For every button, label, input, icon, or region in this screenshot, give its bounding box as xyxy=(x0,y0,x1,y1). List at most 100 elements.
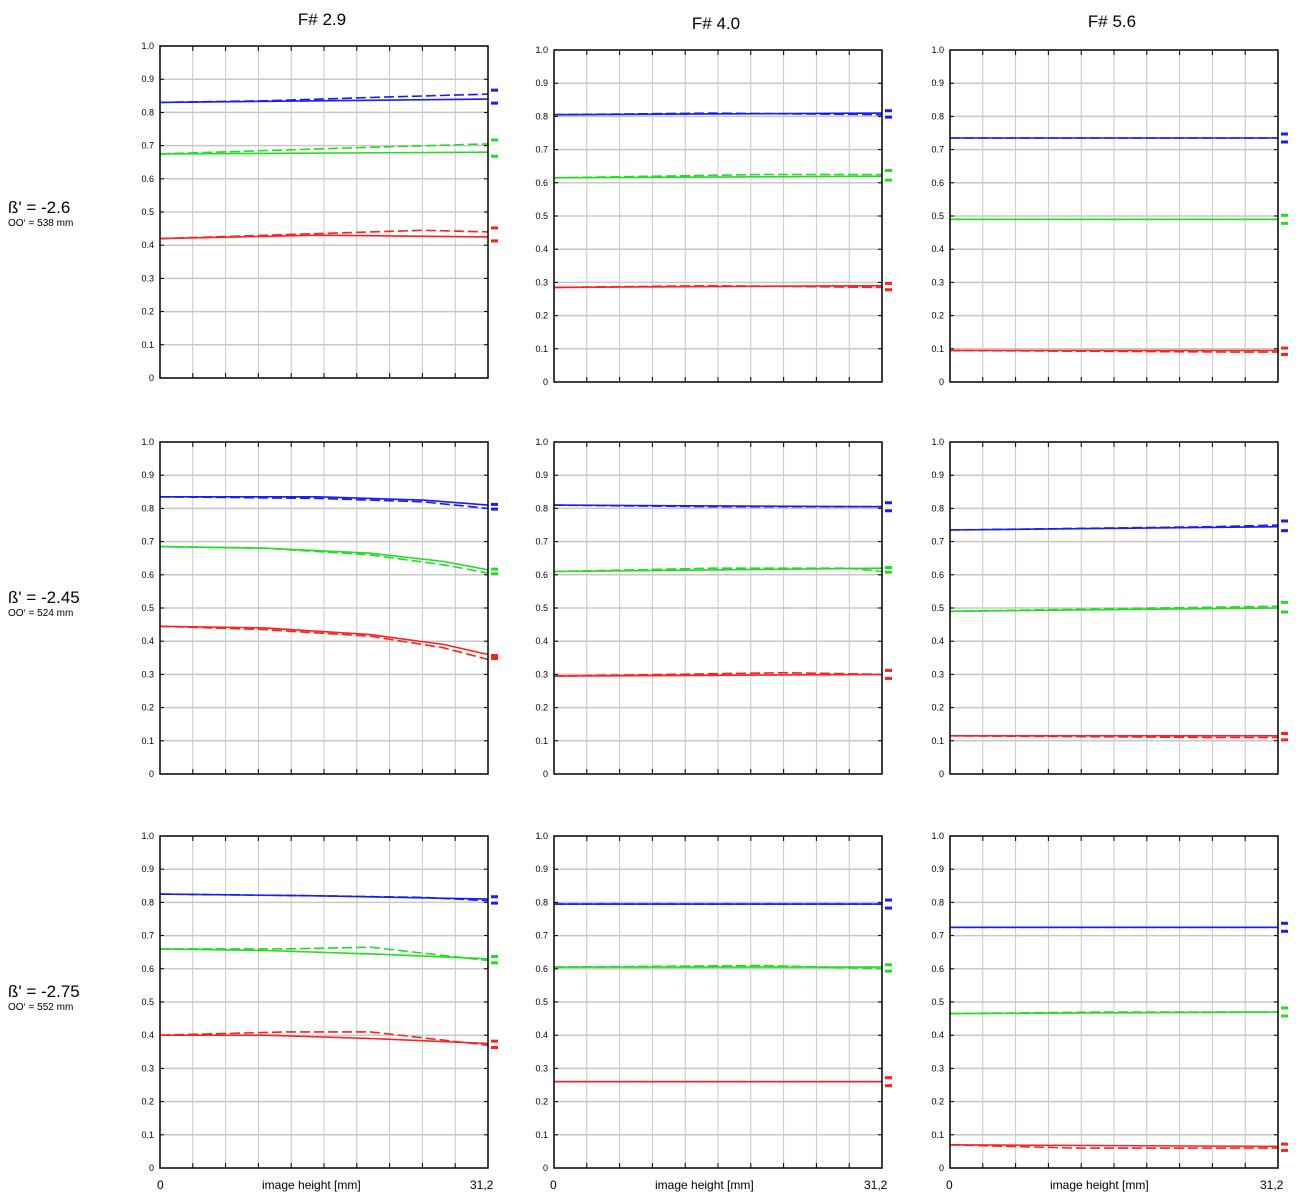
series-line-green-dashed xyxy=(159,545,489,574)
series-end-marker xyxy=(885,1076,892,1080)
y-tick-label: 0.7 xyxy=(141,537,154,547)
y-tick-label: 0.4 xyxy=(141,240,154,250)
series-line-red-dashed xyxy=(159,229,489,240)
y-tick-label: 0 xyxy=(543,769,548,779)
y-tick-label: 0.2 xyxy=(931,311,944,321)
y-tick-label: 0.5 xyxy=(141,603,154,613)
y-tick-label: 0.8 xyxy=(535,897,548,907)
y-tick-label: 0.3 xyxy=(535,277,548,287)
plot-frame xyxy=(159,441,489,775)
y-tick-label: 0.5 xyxy=(141,997,154,1007)
series-end-marker xyxy=(491,502,498,506)
y-tick-label: 0.2 xyxy=(141,307,154,317)
series-line-red-dashed xyxy=(949,1144,1278,1149)
series-line-blue-dashed xyxy=(949,524,1279,531)
y-tick-label: 0.7 xyxy=(535,145,548,155)
series-line-green-dashed xyxy=(949,1011,1278,1015)
y-tick-label: 0 xyxy=(149,373,154,383)
plot-frame xyxy=(553,49,883,383)
series-line-blue-dashed xyxy=(159,893,489,902)
series-line-green-dashed xyxy=(553,567,883,573)
y-tick-label: 0.1 xyxy=(535,736,548,746)
y-tick-label: 0.7 xyxy=(141,141,154,151)
y-tick-label: 0.1 xyxy=(931,736,944,746)
series-line-red-solid xyxy=(553,673,883,677)
plot-frame xyxy=(159,835,489,1169)
series-end-marker xyxy=(885,115,892,119)
series-end-marker xyxy=(885,668,892,672)
series-line-green-dashed xyxy=(553,173,882,179)
y-tick-label: 0.8 xyxy=(141,107,154,117)
row-oo-label: OO‘ = 552 mm xyxy=(8,1002,74,1013)
mtf-chart-f56-row2: 0 0.1 0.2 0.3 0.4 0.5 0.6 0.7 0.8 0.9 1.0 xyxy=(931,437,1288,779)
mtf-chart-f29-row2: 0 0.1 0.2 0.3 0.4 0.5 0.6 0.7 0.8 0.9 1.0 xyxy=(141,437,498,779)
series-end-marker xyxy=(1281,346,1288,350)
y-tick-label: 0 xyxy=(149,1163,154,1173)
y-tick-label: 0.1 xyxy=(535,1130,548,1140)
series-end-marker xyxy=(885,565,892,569)
y-tick-label: 0.1 xyxy=(535,344,548,354)
y-tick-label: 1.0 xyxy=(535,45,548,55)
series-line-blue-solid xyxy=(949,525,1279,531)
x-axis-title: image height [mm] xyxy=(655,1178,754,1192)
y-tick-label: 0.3 xyxy=(931,1063,944,1073)
y-tick-label: 0.2 xyxy=(931,703,944,713)
plot-frame xyxy=(553,835,883,1169)
series-line-red-dashed xyxy=(159,625,489,661)
y-tick-label: 0.9 xyxy=(141,864,154,874)
series-end-marker xyxy=(885,288,892,292)
series-end-marker xyxy=(885,676,892,680)
y-tick-label: 1.0 xyxy=(535,831,548,841)
y-tick-label: 0.4 xyxy=(931,1030,944,1040)
y-tick-label: 0.4 xyxy=(535,244,548,254)
plot-frame xyxy=(949,441,1279,775)
series-line-green-dashed xyxy=(949,605,1279,613)
y-tick-label: 0.2 xyxy=(141,703,154,713)
x-axis-start-label: 0 xyxy=(946,1178,953,1192)
series-end-marker xyxy=(885,281,892,285)
series-line-red-dashed xyxy=(949,349,1278,353)
row-beta-label: ß' = -2.45 xyxy=(8,588,80,607)
y-tick-label: 1.0 xyxy=(931,831,944,841)
row-oo-label: OO‘ = 538 mm xyxy=(8,218,74,229)
y-tick-label: 0.9 xyxy=(535,78,548,88)
y-tick-label: 0.9 xyxy=(931,78,944,88)
y-tick-label: 0.3 xyxy=(141,669,154,679)
y-tick-label: 0 xyxy=(939,377,944,387)
y-tick-label: 0.5 xyxy=(535,603,548,613)
series-end-marker xyxy=(1281,140,1288,144)
mtf-chart-f40-row1: 0 0.1 0.2 0.3 0.4 0.5 0.6 0.7 0.8 0.9 1.0 xyxy=(535,45,892,387)
y-tick-label: 0 xyxy=(939,769,944,779)
y-tick-label: 0.5 xyxy=(141,207,154,217)
series-end-marker xyxy=(491,138,498,142)
series-end-marker xyxy=(491,88,498,92)
mtf-chart-f56-row3: 0 0.1 0.2 0.3 0.4 0.5 0.6 0.7 0.8 0.9 1.0 xyxy=(931,831,1288,1173)
series-end-marker xyxy=(1281,921,1288,925)
series-end-marker xyxy=(1281,213,1288,217)
series-end-marker xyxy=(1281,519,1288,523)
series-end-marker xyxy=(491,656,498,660)
y-tick-label: 0.8 xyxy=(535,503,548,513)
series-line-blue-solid xyxy=(553,112,883,116)
series-end-marker xyxy=(885,570,892,574)
y-tick-label: 1.0 xyxy=(141,41,154,51)
y-tick-label: 0.3 xyxy=(535,669,548,679)
series-end-marker xyxy=(1281,929,1288,933)
series-line-blue-dashed xyxy=(553,112,883,116)
y-tick-label: 1.0 xyxy=(141,831,154,841)
series-end-marker xyxy=(1281,221,1288,225)
series-line-red-dashed xyxy=(553,671,883,677)
y-tick-label: 1.0 xyxy=(931,45,944,55)
y-tick-label: 0.7 xyxy=(535,931,548,941)
y-tick-label: 0.4 xyxy=(931,244,944,254)
x-axis-start-label: 0 xyxy=(550,1178,557,1192)
series-end-marker xyxy=(491,507,498,511)
y-tick-label: 0.8 xyxy=(535,111,548,121)
y-tick-label: 0.6 xyxy=(931,570,944,580)
x-axis-end-label: 31,2 xyxy=(470,1178,494,1192)
y-tick-label: 0.5 xyxy=(535,997,548,1007)
y-tick-label: 0.7 xyxy=(931,537,944,547)
series-line-blue-dashed xyxy=(159,496,489,510)
y-tick-label: 0.9 xyxy=(535,470,548,480)
series-end-marker xyxy=(1281,352,1288,356)
